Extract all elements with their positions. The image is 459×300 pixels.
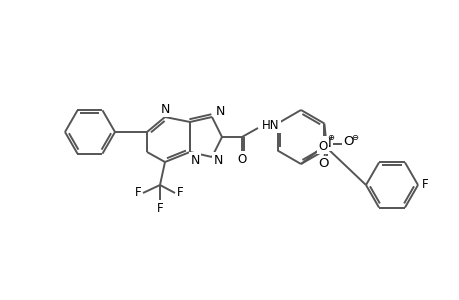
Text: F: F	[421, 178, 427, 191]
Text: HN: HN	[262, 118, 279, 131]
Text: ⊖: ⊖	[350, 133, 357, 142]
Text: O: O	[318, 157, 328, 170]
Text: O: O	[237, 152, 246, 166]
Text: N: N	[190, 154, 199, 166]
Text: N: N	[215, 104, 224, 118]
Text: N: N	[160, 103, 169, 116]
Text: N: N	[321, 137, 330, 150]
Text: F: F	[176, 187, 183, 200]
Text: F: F	[134, 187, 141, 200]
Text: F: F	[157, 202, 163, 214]
Text: O: O	[318, 140, 327, 152]
Text: N: N	[213, 154, 222, 166]
Text: O: O	[342, 135, 353, 148]
Text: ⊕: ⊕	[326, 133, 333, 142]
